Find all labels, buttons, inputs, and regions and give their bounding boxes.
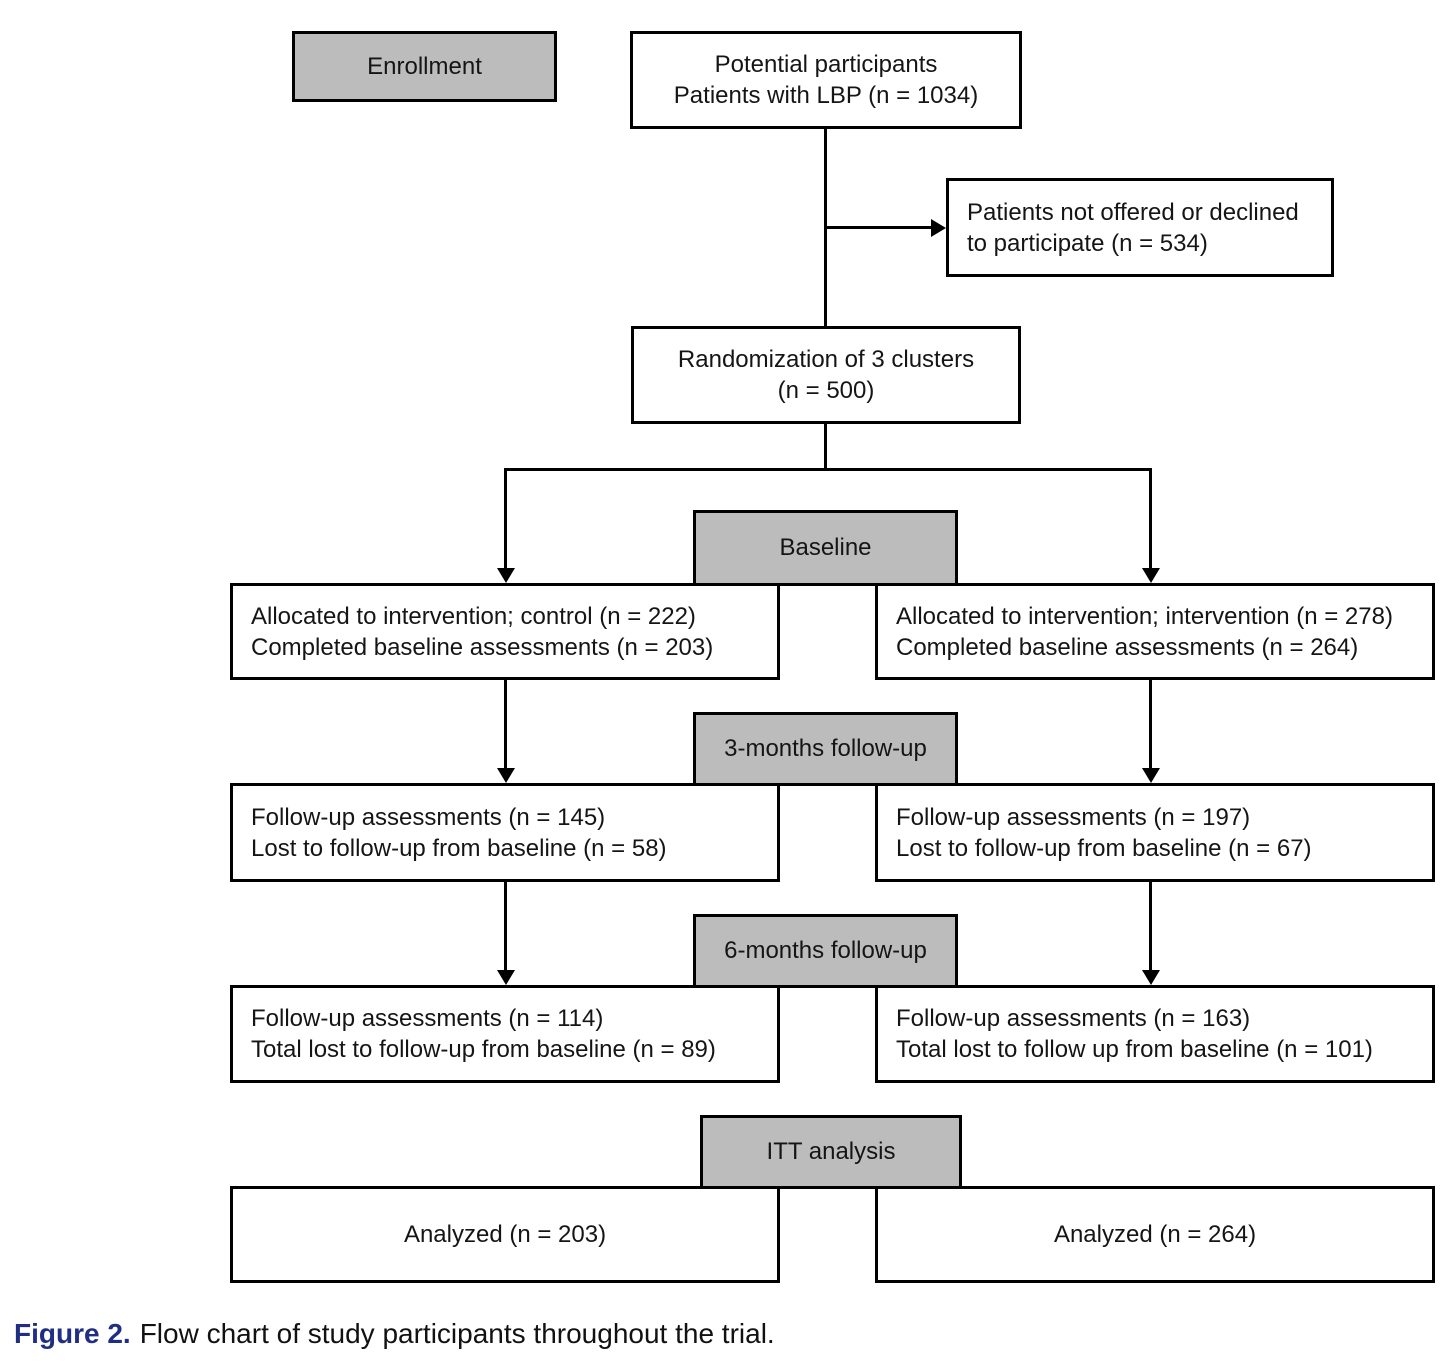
box-control-6mo: Follow-up assessments (n = 114) Total lo… — [230, 985, 780, 1083]
stage-3-months-follow-up: 3-months follow-up — [693, 712, 958, 786]
connector-arrow-left-3mo — [496, 680, 515, 783]
box-control-analyzed: Analyzed (n = 203) — [230, 1186, 780, 1283]
box-line: Follow-up assessments (n = 145) — [251, 803, 606, 831]
box-intervention-6mo: Follow-up assessments (n = 163) Total lo… — [875, 985, 1435, 1083]
stage-itt-label: ITT analysis — [766, 1138, 896, 1165]
box-line: (n = 500) — [777, 377, 875, 404]
box-randomization: Randomization of 3 clusters (n = 500) — [631, 326, 1021, 424]
box-line: Patients with LBP (n = 1034) — [673, 82, 979, 109]
figure-caption-label: Figure 2. — [14, 1318, 131, 1349]
box-control-3mo: Follow-up assessments (n = 145) Lost to … — [230, 783, 780, 882]
box-line: Randomization of 3 clusters — [677, 346, 975, 373]
stage-itt-analysis: ITT analysis — [700, 1115, 962, 1189]
stage-enrollment: Enrollment — [292, 31, 557, 102]
connector-arrow-right-6mo — [1141, 882, 1160, 985]
box-line: Follow-up assessments (n = 163) — [896, 1005, 1251, 1032]
stage-6-months-follow-up: 6-months follow-up — [693, 914, 958, 988]
connector-randomization-stem — [824, 424, 827, 470]
connector-arrow-right-allocation — [1141, 470, 1160, 583]
stage-baseline-label: Baseline — [779, 534, 872, 561]
stage-6-months-label: 6-months follow-up — [724, 937, 927, 964]
box-line: Allocated to intervention; control (n = … — [251, 602, 696, 630]
box-line: Lost to follow-up from baseline (n = 67) — [896, 834, 1312, 862]
box-line: Potential participants — [714, 51, 938, 78]
box-line: to participate (n = 534) — [967, 229, 1208, 257]
stage-baseline: Baseline — [693, 510, 958, 586]
box-line: Completed baseline assessments (n = 264) — [896, 633, 1359, 661]
box-line: Analyzed (n = 264) — [1053, 1221, 1257, 1248]
box-line: Lost to follow-up from baseline (n = 58) — [251, 834, 667, 862]
box-declined: Patients not offered or declined to part… — [946, 178, 1334, 277]
box-line: Total lost to follow up from baseline (n… — [896, 1036, 1373, 1063]
box-line: Completed baseline assessments (n = 203) — [251, 633, 714, 661]
box-control-baseline: Allocated to intervention; control (n = … — [230, 583, 780, 680]
box-line: Follow-up assessments (n = 114) — [251, 1005, 604, 1032]
box-potential-participants: Potential participants Patients with LBP… — [630, 31, 1022, 129]
connector-arrow-to-declined — [825, 218, 946, 237]
stage-enrollment-label: Enrollment — [367, 52, 482, 80]
box-line: Patients not offered or declined — [967, 198, 1299, 226]
box-line: Total lost to follow-up from baseline (n… — [251, 1036, 716, 1063]
box-intervention-baseline: Allocated to intervention; intervention … — [875, 583, 1435, 680]
figure-caption: Figure 2. Flow chart of study participant… — [14, 1316, 775, 1352]
box-intervention-analyzed: Analyzed (n = 264) — [875, 1186, 1435, 1283]
connector-arrow-left-allocation — [496, 470, 515, 583]
connector-split-bar — [504, 468, 1152, 471]
box-intervention-3mo: Follow-up assessments (n = 197) Lost to … — [875, 783, 1435, 882]
box-line: Analyzed (n = 203) — [403, 1221, 607, 1248]
figure-caption-text: Flow chart of study participants through… — [139, 1318, 775, 1349]
box-line: Follow-up assessments (n = 197) — [896, 803, 1251, 831]
connector-arrow-left-6mo — [496, 882, 515, 985]
connector-arrow-right-3mo — [1141, 680, 1160, 783]
stage-3-months-label: 3-months follow-up — [724, 735, 927, 762]
box-line: Allocated to intervention; intervention … — [896, 602, 1393, 630]
